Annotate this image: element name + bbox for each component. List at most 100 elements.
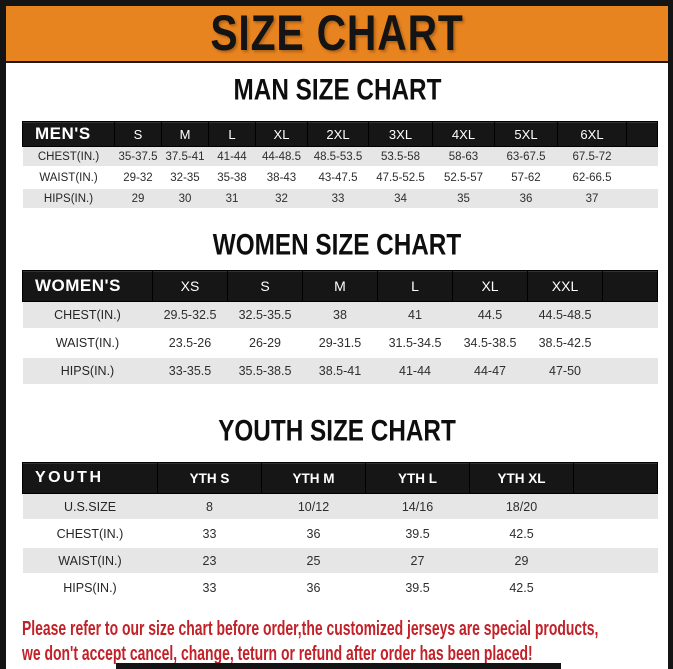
- size-value-cell: 29-31.5: [302, 329, 378, 358]
- size-value-cell: 33: [157, 574, 262, 602]
- size-value-cell: 29-32: [114, 167, 162, 189]
- filler-cell: [573, 493, 658, 521]
- size-value-cell: 30: [161, 188, 209, 210]
- measurement-row: CHEST(IN.) 35-37.5 37.5-41 41-44 44-48.5 48.5…: [22, 146, 658, 168]
- size-value-cell: 41: [377, 301, 453, 330]
- size-column-header: M: [161, 121, 209, 147]
- size-column-header: 5XL: [494, 121, 558, 147]
- size-value-cell: 18/20: [469, 493, 574, 521]
- measurement-label: HIPS(IN.): [22, 188, 115, 210]
- size-column-header: S: [114, 121, 162, 147]
- size-value-cell: 53.5-58: [368, 146, 433, 168]
- size-column-header: XL: [452, 270, 528, 302]
- size-value-cell: 47.5-52.5: [368, 167, 433, 189]
- size-value-cell: 38.5-41: [302, 357, 378, 386]
- size-value-cell: 38: [302, 301, 378, 330]
- women-section-heading-text: WOMEN SIZE CHART: [212, 228, 462, 262]
- bottom-black-bar: [116, 663, 561, 669]
- filler-cell: [573, 520, 658, 548]
- size-value-cell: 23: [157, 547, 262, 575]
- size-column-header: L: [208, 121, 256, 147]
- size-value-cell: 41-44: [377, 357, 453, 386]
- size-column-header: XXL: [527, 270, 603, 302]
- measurement-row: HIPS(IN.) 29 30 31 32 33 34 35 36 37: [22, 188, 658, 210]
- size-column-header: XL: [255, 121, 308, 147]
- size-value-cell: 67.5-72: [557, 146, 627, 168]
- size-value-cell: 38-43: [255, 167, 308, 189]
- size-column-header: YTH S: [157, 462, 262, 494]
- size-value-cell: 63-67.5: [494, 146, 558, 168]
- size-value-cell: 57-62: [494, 167, 558, 189]
- size-value-cell: 44.5-48.5: [527, 301, 603, 330]
- size-column-header: YTH M: [261, 462, 366, 494]
- size-value-cell: 31.5-34.5: [377, 329, 453, 358]
- table-header-row: MEN'S S M L XL 2XL 3XL 4XL 5XL 6XL: [22, 121, 658, 147]
- size-table: WOMEN'S XS S M L XL XXL CHEST(IN.) 29.5-32.5 32.5…: [22, 270, 658, 386]
- size-value-cell: 37: [557, 188, 627, 210]
- youth-section-heading: YOUTH SIZE CHART: [6, 415, 668, 447]
- size-column-header: S: [227, 270, 303, 302]
- measurement-row: HIPS(IN.) 33-35.5 35.5-38.5 38.5-41 41-44 44-…: [22, 357, 658, 386]
- filler-cell: [626, 188, 658, 210]
- size-value-cell: 43-47.5: [307, 167, 369, 189]
- size-value-cell: 32-35: [161, 167, 209, 189]
- man-size-table: MEN'S S M L XL 2XL 3XL 4XL 5XL 6XL CHEST(IN.) 35-37…: [22, 121, 658, 210]
- filler-header-cell: [626, 121, 658, 147]
- size-column-header: XS: [152, 270, 228, 302]
- size-value-cell: 41-44: [208, 146, 256, 168]
- size-value-cell: 29.5-32.5: [152, 301, 228, 330]
- measurement-label: CHEST(IN.): [22, 520, 158, 548]
- size-value-cell: 42.5: [469, 574, 574, 602]
- size-value-cell: 34: [368, 188, 433, 210]
- measurement-row: WAIST(IN.) 23.5-26 26-29 29-31.5 31.5-34.5 34…: [22, 329, 658, 358]
- measurement-label: WAIST(IN.): [22, 329, 153, 358]
- size-value-cell: 48.5-53.5: [307, 146, 369, 168]
- size-column-header: L: [377, 270, 453, 302]
- measurement-label: WAIST(IN.): [22, 167, 115, 189]
- table-corner-header: WOMEN'S: [22, 270, 153, 302]
- size-value-cell: 10/12: [261, 493, 366, 521]
- size-value-cell: 36: [261, 520, 366, 548]
- filler-header-cell: [602, 270, 658, 302]
- size-value-cell: 44-47: [452, 357, 528, 386]
- measurement-label: CHEST(IN.): [22, 146, 115, 168]
- size-value-cell: 39.5: [365, 520, 470, 548]
- measurement-row: U.S.SIZE 8 10/12 14/16 18/20: [22, 493, 658, 521]
- women-section-heading: WOMEN SIZE CHART: [6, 228, 668, 262]
- measurement-row: HIPS(IN.) 33 36 39.5 42.5: [22, 574, 658, 602]
- size-table: YOUTH YTH S YTH M YTH L YTH XL U.S.SIZE 8 10/12…: [22, 462, 658, 602]
- size-value-cell: 38.5-42.5: [527, 329, 603, 358]
- size-column-header: YTH L: [365, 462, 470, 494]
- measurement-row: WAIST(IN.) 23 25 27 29: [22, 547, 658, 575]
- size-value-cell: 25: [261, 547, 366, 575]
- table-corner-header: MEN'S: [22, 121, 115, 147]
- filler-cell: [602, 357, 658, 386]
- size-value-cell: 58-63: [432, 146, 495, 168]
- page-title: SIZE CHART: [210, 5, 464, 62]
- measurement-label: HIPS(IN.): [22, 574, 158, 602]
- size-value-cell: 35.5-38.5: [227, 357, 303, 386]
- disclaimer-note: Please refer to our size chart before or…: [22, 616, 668, 666]
- size-value-cell: 47-50: [527, 357, 603, 386]
- size-value-cell: 33: [157, 520, 262, 548]
- size-column-header: 3XL: [368, 121, 433, 147]
- measurement-label: WAIST(IN.): [22, 547, 158, 575]
- man-section-heading-text: MAN SIZE CHART: [233, 73, 441, 107]
- size-value-cell: 44-48.5: [255, 146, 308, 168]
- size-value-cell: 36: [261, 574, 366, 602]
- disclaimer-line-1: Please refer to our size chart before or…: [22, 617, 599, 640]
- filler-cell: [626, 146, 658, 168]
- disclaimer-line-2: we don't accept cancel, change, teturn o…: [22, 642, 533, 665]
- measurement-label: U.S.SIZE: [22, 493, 158, 521]
- measurement-row: WAIST(IN.) 29-32 32-35 35-38 38-43 43-47.5 47.…: [22, 167, 658, 189]
- filler-header-cell: [573, 462, 658, 494]
- size-value-cell: 42.5: [469, 520, 574, 548]
- size-value-cell: 32.5-35.5: [227, 301, 303, 330]
- size-value-cell: 35-37.5: [114, 146, 162, 168]
- size-value-cell: 29: [114, 188, 162, 210]
- size-value-cell: 14/16: [365, 493, 470, 521]
- size-value-cell: 36: [494, 188, 558, 210]
- filler-cell: [573, 547, 658, 575]
- size-column-header: 4XL: [432, 121, 495, 147]
- women-size-table: WOMEN'S XS S M L XL XXL CHEST(IN.) 29.5-32.5 32.5…: [22, 270, 658, 386]
